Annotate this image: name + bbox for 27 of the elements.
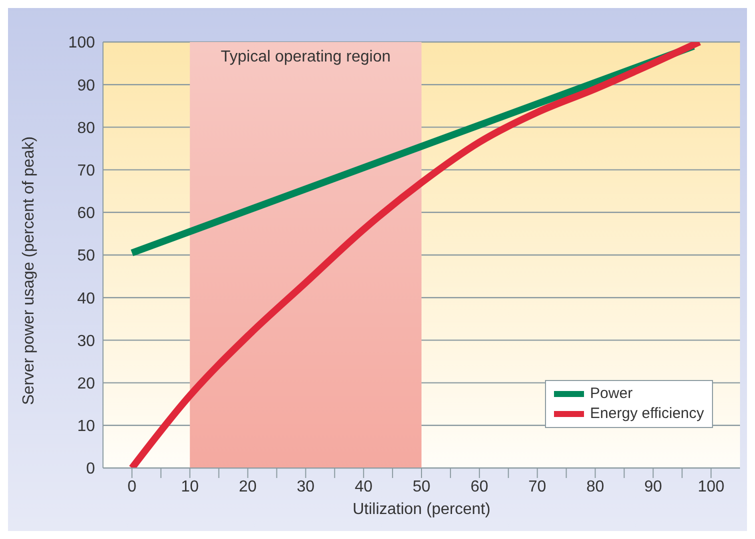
x-tick-label: 70 — [528, 478, 546, 496]
x-tick-label: 20 — [238, 478, 257, 496]
y-tick-label: 60 — [77, 205, 96, 222]
y-tick-label: 80 — [77, 120, 96, 137]
x-tick-label: 90 — [644, 478, 662, 496]
y-tick-label: 100 — [68, 34, 96, 52]
x-tick-label: 0 — [128, 478, 136, 496]
x-tick-label: 30 — [296, 478, 315, 496]
y-tick-label: 70 — [77, 162, 96, 180]
y-tick-label: 40 — [77, 290, 96, 308]
y-tick-label: 90 — [77, 77, 96, 94]
band-label: Typical operating region — [220, 48, 391, 66]
y-tick-label: 10 — [77, 418, 96, 436]
legend-label: Energy efficiency — [590, 404, 704, 424]
y-axis-title: Server power usage (percent of peak) — [20, 136, 38, 405]
x-tick-label: 100 — [698, 478, 724, 496]
x-tick-label: 80 — [586, 478, 604, 496]
y-tick-label: 30 — [77, 332, 96, 350]
legend-label: Power — [590, 384, 633, 404]
x-tick-label: 40 — [354, 478, 373, 496]
y-tick-label: 20 — [77, 375, 96, 392]
y-tick-label: 0 — [86, 460, 96, 478]
x-tick-label: 50 — [412, 478, 430, 496]
x-tick-label: 10 — [180, 478, 199, 496]
y-tick-label: 50 — [77, 248, 96, 265]
x-axis-title: Utilization (percent) — [352, 501, 490, 518]
x-tick-label: 60 — [470, 478, 488, 496]
